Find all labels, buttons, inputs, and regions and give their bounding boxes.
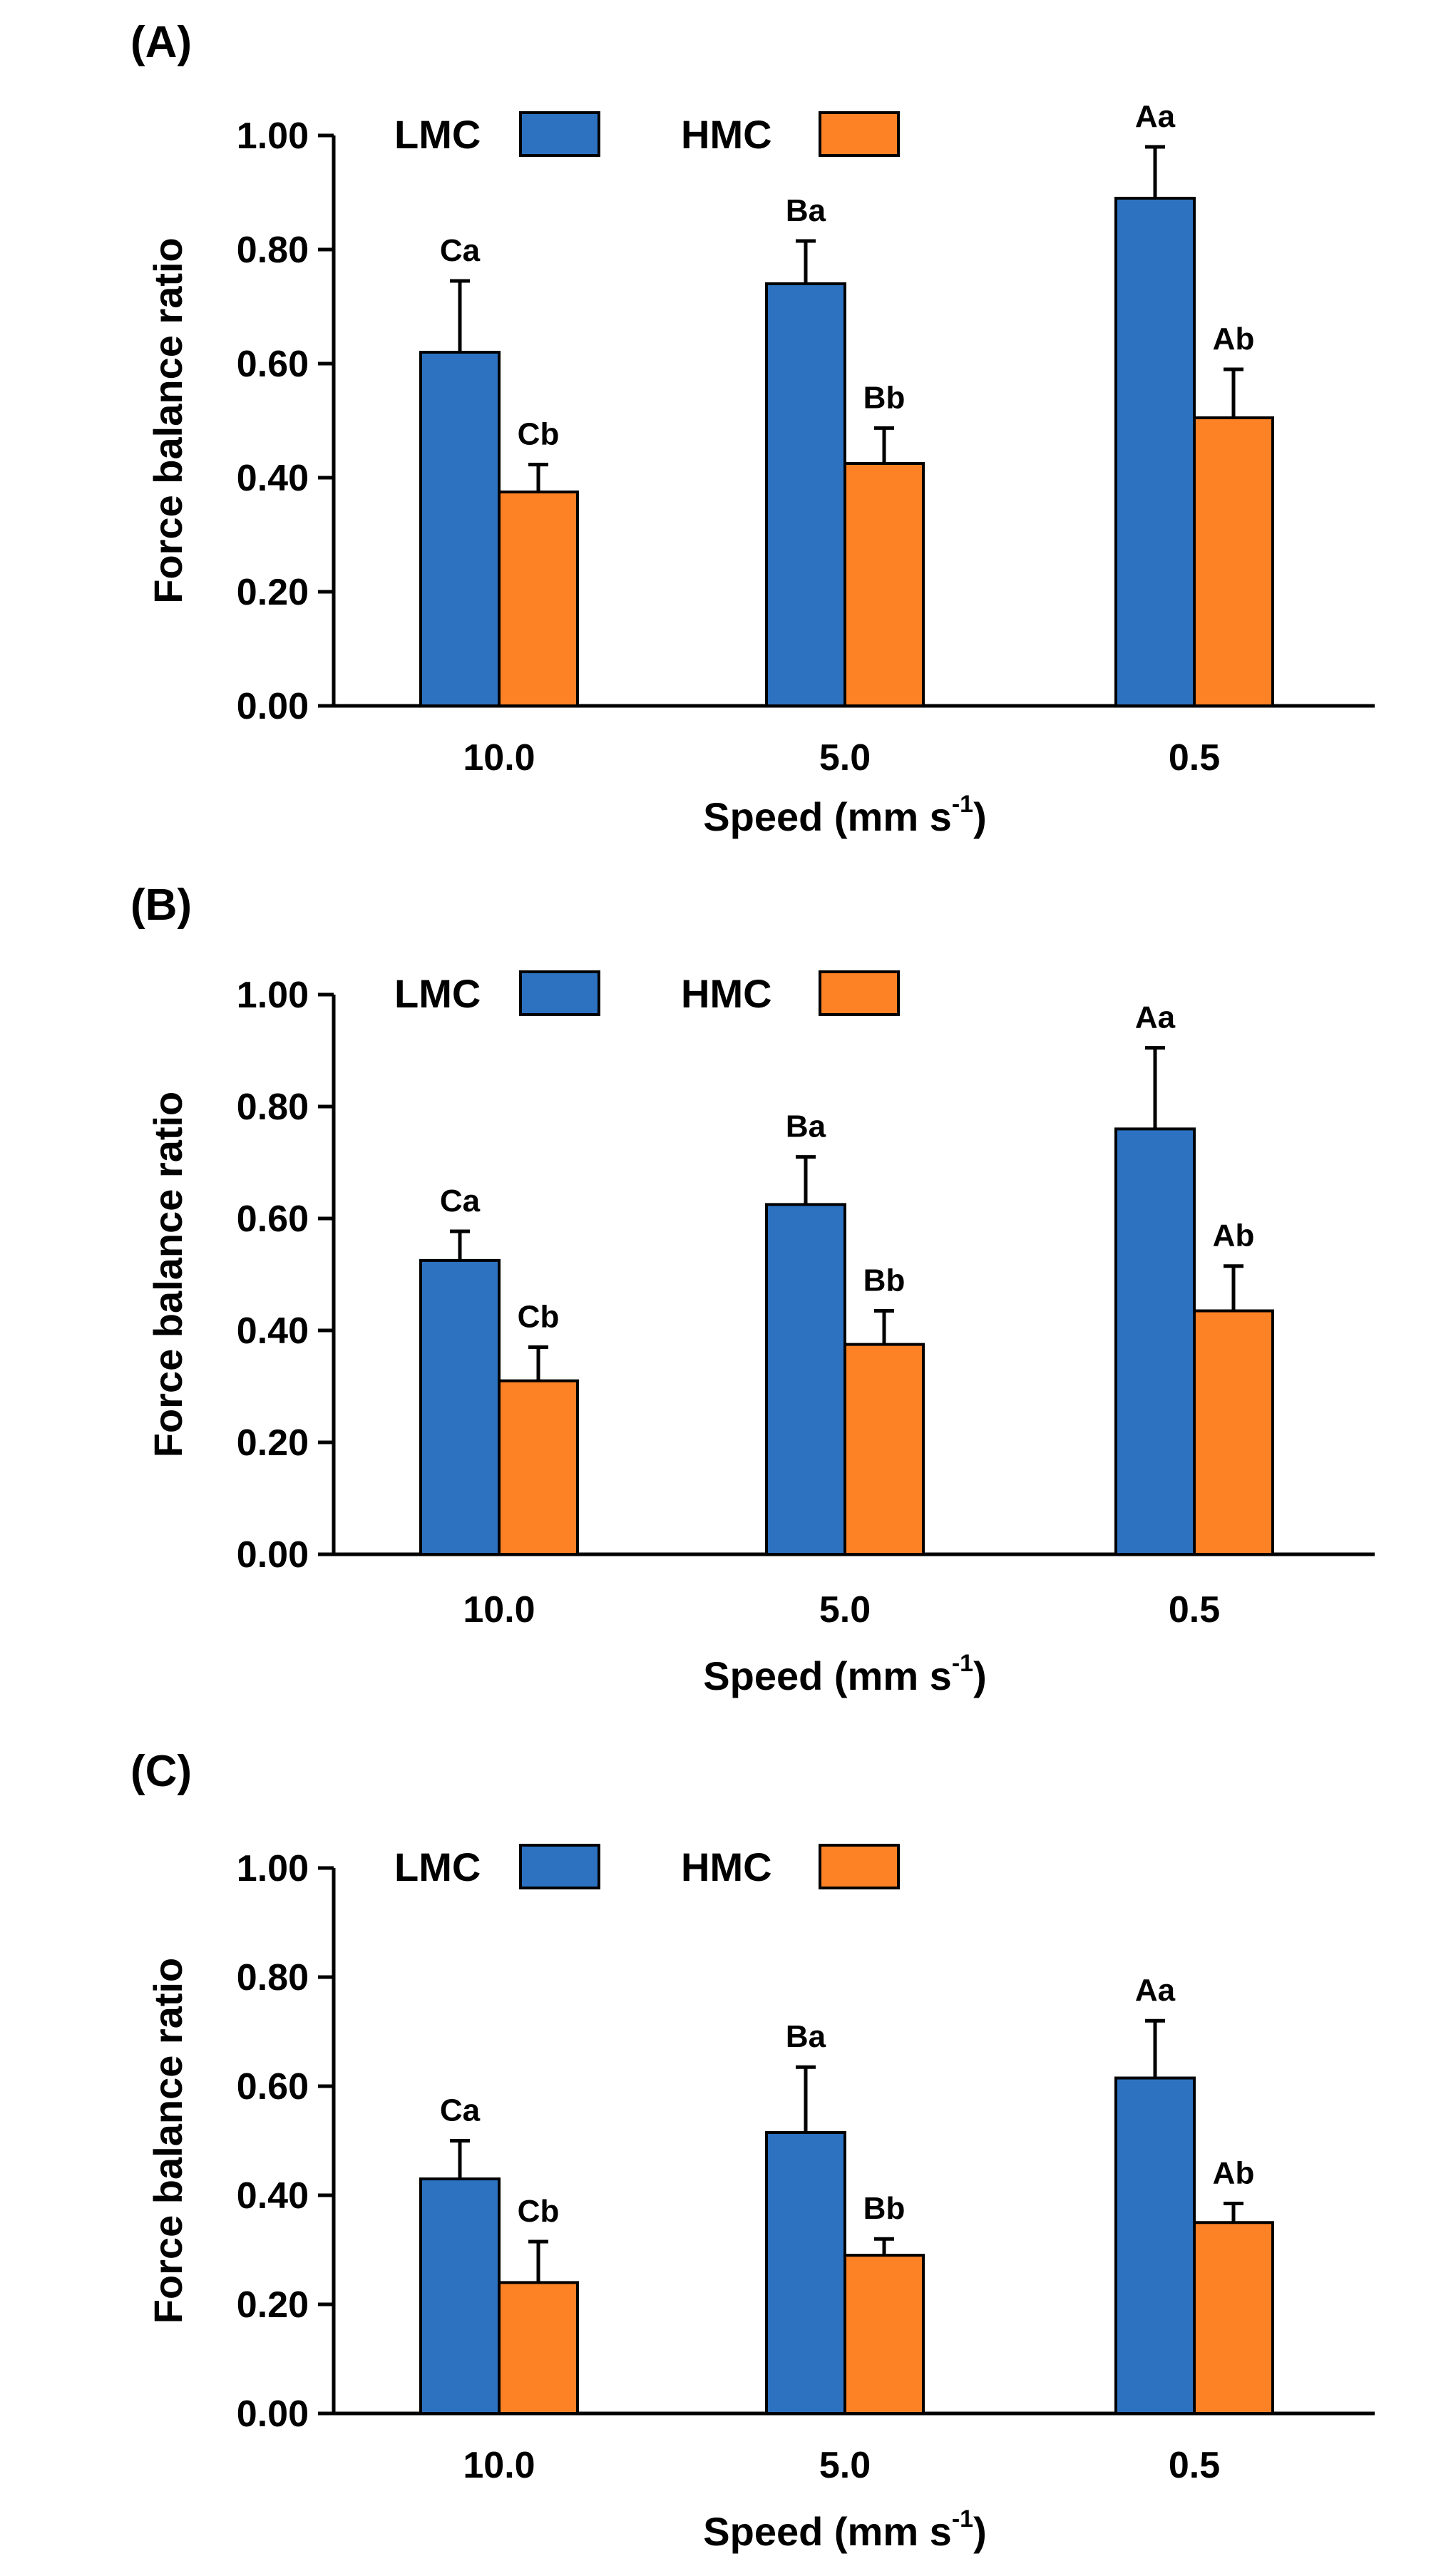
x-tick-label: 5.0 [819,2445,871,2486]
y-tick-label: 0.80 [237,1087,309,1128]
significance-label: Ba [786,193,826,228]
significance-label: Ca [440,1184,481,1218]
legend-swatch [819,970,900,1016]
y-tick-label: 0.80 [237,230,309,271]
significance-label: Ab [1213,1218,1255,1253]
bar-lmc-0 [419,2177,501,2416]
bar-hmc-0 [498,2281,579,2415]
x-tick-label: 10.0 [463,737,535,779]
legend-label: HMC [681,971,772,1016]
chart-panel-b: (B) 0.00 0.20 0.40 0.60 0.80 1.00 Force balance… [130,881,1375,1698]
y-tick-label: 0.40 [237,458,309,499]
y-tick-label: 0.20 [237,1422,309,1464]
x-axis-title: Speed (mm s-1) [703,2505,986,2554]
bar-lmc-1 [765,282,846,707]
y-tick-label: 0.20 [237,572,309,613]
significance-label: Ba [786,2019,826,2054]
significance-label: Ba [786,1109,826,1144]
x-tick-label: 5.0 [819,737,871,779]
bar-hmc-0 [498,491,579,707]
significance-label: Ab [1213,2155,1255,2190]
bar-hmc-2 [1193,416,1274,707]
x-tick-label: 10.0 [463,1589,535,1631]
y-tick-label: 0.60 [237,1199,309,1240]
x-axis-title-sup: -1 [952,791,973,818]
bar-lmc-2 [1114,197,1196,707]
significance-label: Cb [518,2194,560,2229]
bar-lmc-0 [419,351,501,707]
legend-label: LMC [394,1844,481,1889]
legend-label: HMC [681,112,772,157]
y-tick-label: 0.40 [237,1310,309,1352]
bar-lmc-1 [765,2131,846,2415]
y-axis-title: Force balance ratio [145,237,190,604]
y-axis-title: Force balance ratio [145,1958,190,2324]
x-axis-title-main: Speed (mm s [703,794,952,839]
significance-label: Aa [1135,1000,1176,1035]
x-tick-label: 0.5 [1169,2445,1220,2486]
y-tick-label: 0.80 [237,1957,309,1998]
bar-hmc-1 [843,2254,925,2415]
y-tick-label: 1.00 [237,116,309,157]
significance-label: Aa [1135,99,1176,134]
legend-swatch [519,111,600,157]
significance-label: Bb [863,1263,906,1298]
x-tick-label: 10.0 [463,2445,535,2486]
x-tick-label: 0.5 [1169,1589,1220,1631]
bar-lmc-0 [419,1258,501,1556]
bar-hmc-1 [843,1343,925,1556]
chart-panel-c: (C) 0.00 0.20 0.40 0.60 0.80 1.00 Force balance… [130,1747,1375,2554]
significance-label: Bb [863,380,906,415]
legend-swatch [519,970,600,1016]
significance-label: Cb [518,1300,560,1335]
significance-label: Bb [863,2191,906,2226]
bar-lmc-1 [765,1203,846,1556]
x-tick-label: 5.0 [819,1589,871,1631]
y-tick-label: 0.20 [237,2284,309,2326]
panel-label: (C) [130,1747,192,1796]
significance-label: Ca [440,2093,481,2128]
y-tick-label: 0.60 [237,2066,309,2108]
bar-hmc-2 [1193,1309,1274,1556]
legend-label: LMC [394,971,481,1016]
y-tick-label: 0.00 [237,1534,309,1576]
significance-label: Ab [1213,322,1255,356]
y-tick-label: 0.40 [237,2175,309,2217]
y-axis-title: Force balance ratio [145,1092,190,1458]
legend-label: LMC [394,112,481,157]
chart-panel-a: (A) 0.00 0.20 0.40 0.60 0.80 1.00 Force balance… [130,18,1375,839]
legend-swatch [819,1844,900,1889]
legend-swatch [819,111,900,157]
bar-lmc-2 [1114,2076,1196,2415]
legend-label: HMC [681,1844,772,1889]
significance-label: Aa [1135,1973,1176,2008]
y-tick-label: 1.00 [237,1848,309,1889]
y-tick-label: 0.00 [237,2393,309,2435]
bar-lmc-2 [1114,1127,1196,1556]
significance-label: Ca [440,233,481,268]
x-axis-title: Speed (mm s-1) [703,1650,986,1698]
x-axis-title-sup: -1 [952,2505,973,2533]
x-tick-label: 0.5 [1169,737,1220,779]
bar-hmc-2 [1193,2221,1274,2415]
significance-label: Cb [518,417,560,452]
x-axis-title-end: ) [973,794,987,839]
panel-label: (B) [130,881,192,930]
x-axis-title-main: Speed (mm s [703,2509,952,2554]
legend-swatch [519,1844,600,1889]
x-axis-title-sup: -1 [952,1650,973,1677]
bar-hmc-0 [498,1379,579,1556]
bar-hmc-1 [843,462,925,707]
x-axis-title-main: Speed (mm s [703,1653,952,1698]
y-tick-label: 0.00 [237,686,309,727]
x-axis-title-end: ) [973,1653,987,1698]
x-axis-title-end: ) [973,2509,987,2554]
panel-label: (A) [130,18,192,67]
y-tick-label: 0.60 [237,344,309,385]
y-tick-label: 1.00 [237,975,309,1016]
x-axis-title: Speed (mm s-1) [703,791,986,839]
